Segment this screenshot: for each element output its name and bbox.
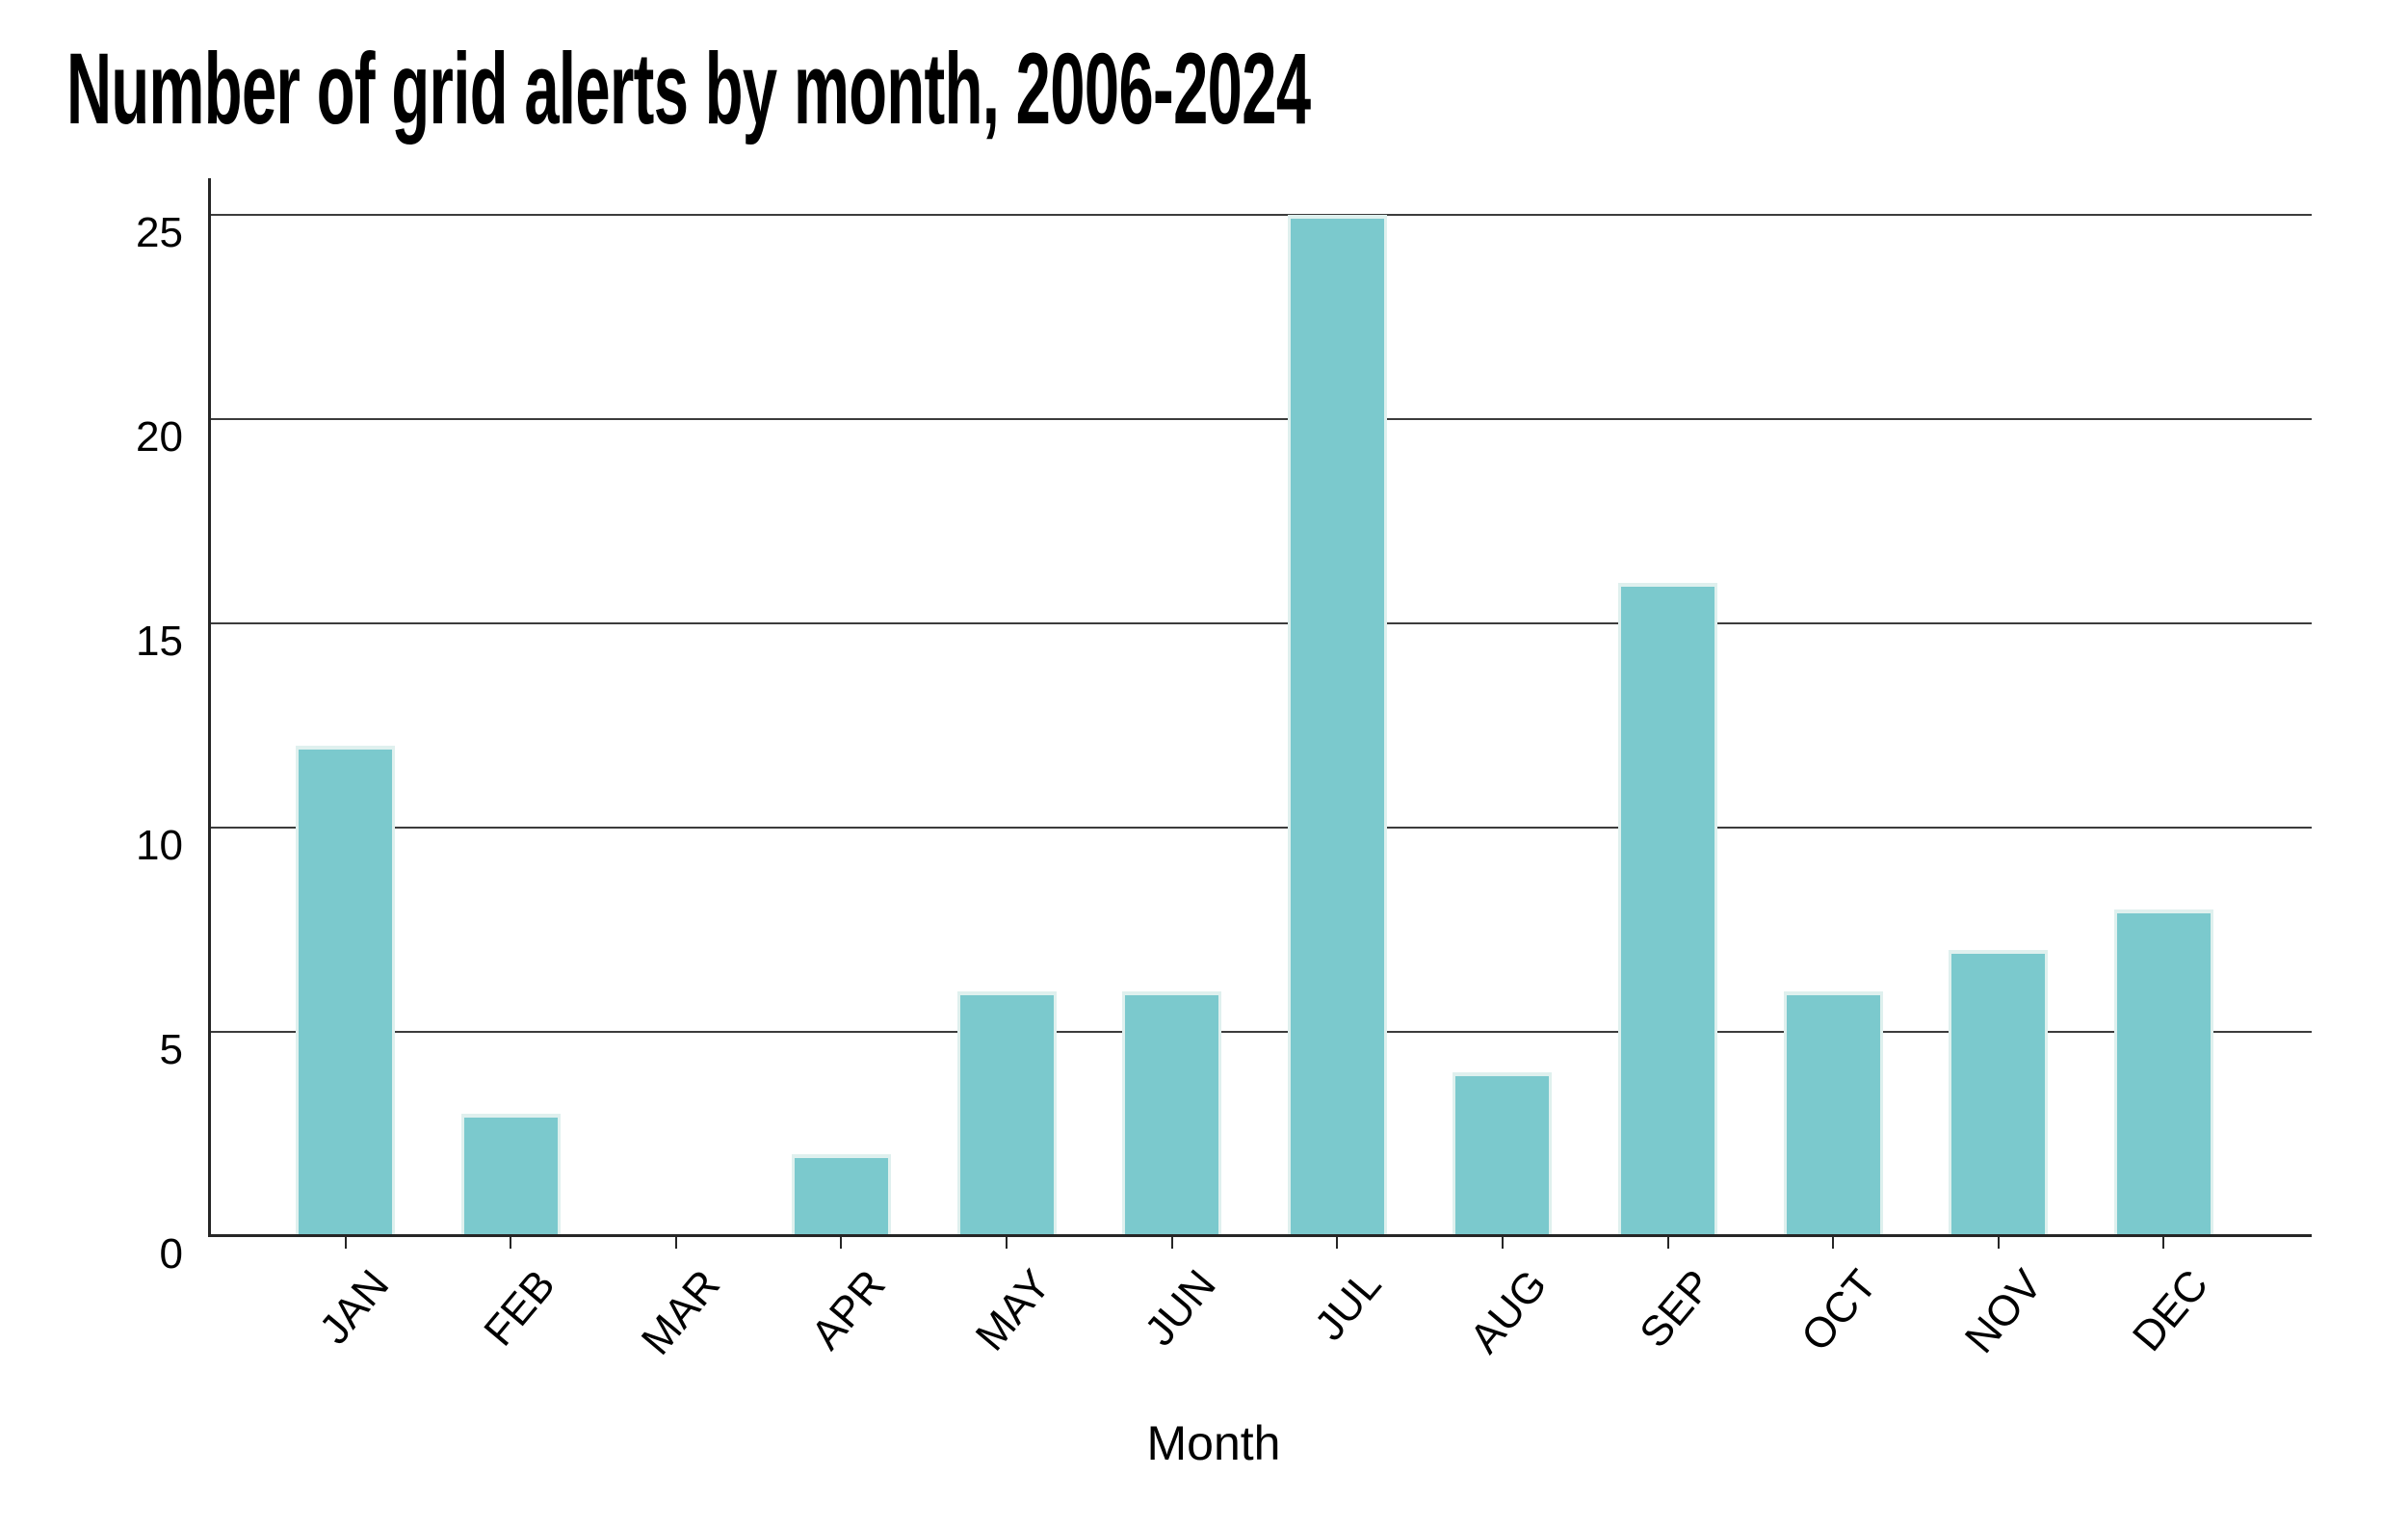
y-tick-label-5: 5: [159, 1026, 183, 1073]
x-tick-apr: [840, 1236, 843, 1249]
x-tick-mar: [674, 1236, 677, 1249]
y-tick-label-15: 15: [136, 618, 183, 665]
x-tick-label-sep: SEP: [1630, 1261, 1721, 1358]
gridline-y-10: [208, 827, 2312, 829]
x-tick-label-mar: MAR: [632, 1261, 730, 1364]
x-tick-aug: [1501, 1236, 1504, 1249]
y-tick-label-0: 0: [159, 1230, 183, 1278]
y-tick-label-20: 20: [136, 413, 183, 461]
bar-dec: [2113, 909, 2213, 1236]
x-tick-feb: [510, 1236, 512, 1249]
x-tick-label-feb: FEB: [474, 1261, 564, 1356]
x-tick-label-may: MAY: [966, 1261, 1060, 1360]
y-axis-spine: [208, 178, 211, 1236]
bar-sep: [1618, 582, 1718, 1236]
gridline-y-20: [208, 418, 2312, 420]
x-tick-label-apr: APR: [801, 1261, 895, 1358]
x-axis-title: Month: [1146, 1416, 1281, 1470]
x-tick-label-jul: JUL: [1305, 1261, 1391, 1350]
x-tick-label-oct: OCT: [1793, 1261, 1887, 1360]
chart-title-text: Number of grid alerts by month, 2006-202…: [66, 33, 1311, 145]
x-tick-jun: [1170, 1236, 1173, 1249]
gridline-y-5: [208, 1031, 2312, 1033]
x-tick-sep: [1666, 1236, 1669, 1249]
x-tick-oct: [1832, 1236, 1835, 1249]
bar-nov: [1949, 950, 2049, 1236]
chart-title: Number of grid alerts by month, 2006-202…: [66, 39, 2073, 140]
x-tick-may: [1006, 1236, 1008, 1249]
bar-jun: [1122, 990, 1222, 1236]
x-tick-label-dec: DEC: [2123, 1261, 2217, 1360]
bar-oct: [1783, 990, 1883, 1236]
x-tick-label-jan: JAN: [310, 1261, 399, 1354]
x-tick-jul: [1336, 1236, 1339, 1249]
y-tick-label-25: 25: [136, 209, 183, 256]
gridline-y-25: [208, 214, 2312, 216]
bar-jan: [296, 746, 395, 1236]
x-tick-label-nov: NOV: [1956, 1261, 2053, 1362]
x-tick-label-aug: AUG: [1460, 1261, 1557, 1362]
x-tick-label-jun: JUN: [1136, 1261, 1225, 1356]
x-tick-nov: [1997, 1236, 2000, 1249]
plot-area: [208, 178, 2312, 1249]
y-tick-label-10: 10: [136, 822, 183, 869]
x-tick-dec: [2162, 1236, 2165, 1249]
gridline-y-15: [208, 622, 2312, 624]
bar-aug: [1453, 1072, 1553, 1236]
x-axis-line: [208, 1234, 2312, 1237]
bar-jul: [1287, 215, 1387, 1236]
bar-apr: [791, 1154, 891, 1236]
bar-may: [956, 990, 1057, 1236]
x-tick-jan: [344, 1236, 347, 1249]
bar-feb: [460, 1113, 561, 1236]
